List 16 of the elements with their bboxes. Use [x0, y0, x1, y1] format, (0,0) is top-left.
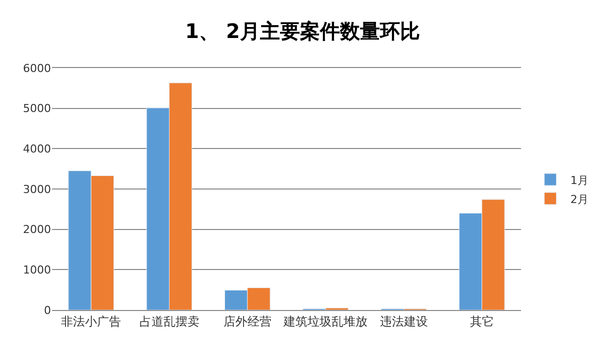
chart-title: 1、 2月主要案件数量环比: [185, 18, 420, 43]
y-tick-label: 1000: [23, 264, 51, 277]
x-tick-label: 其它: [470, 314, 494, 328]
y-tick-label: 5000: [23, 102, 51, 116]
x-tick-label: 非法小广告: [61, 314, 122, 328]
x-tick-label: 店外经营: [223, 314, 272, 328]
x-tick-label: 建筑垃圾乱堆放: [282, 314, 368, 328]
legend-label: 1月: [570, 174, 588, 187]
y-tick-label: 6000: [23, 62, 51, 75]
x-tick-label: 违法建设: [380, 314, 428, 328]
legend-label: 2月: [570, 192, 588, 206]
x-tick-label: 占道乱摆卖: [139, 314, 200, 328]
y-tick-label: 3000: [23, 182, 51, 196]
y-tick-label: 2000: [23, 223, 51, 236]
y-tick-label: 0: [44, 304, 51, 317]
y-tick-label: 4000: [23, 142, 51, 156]
